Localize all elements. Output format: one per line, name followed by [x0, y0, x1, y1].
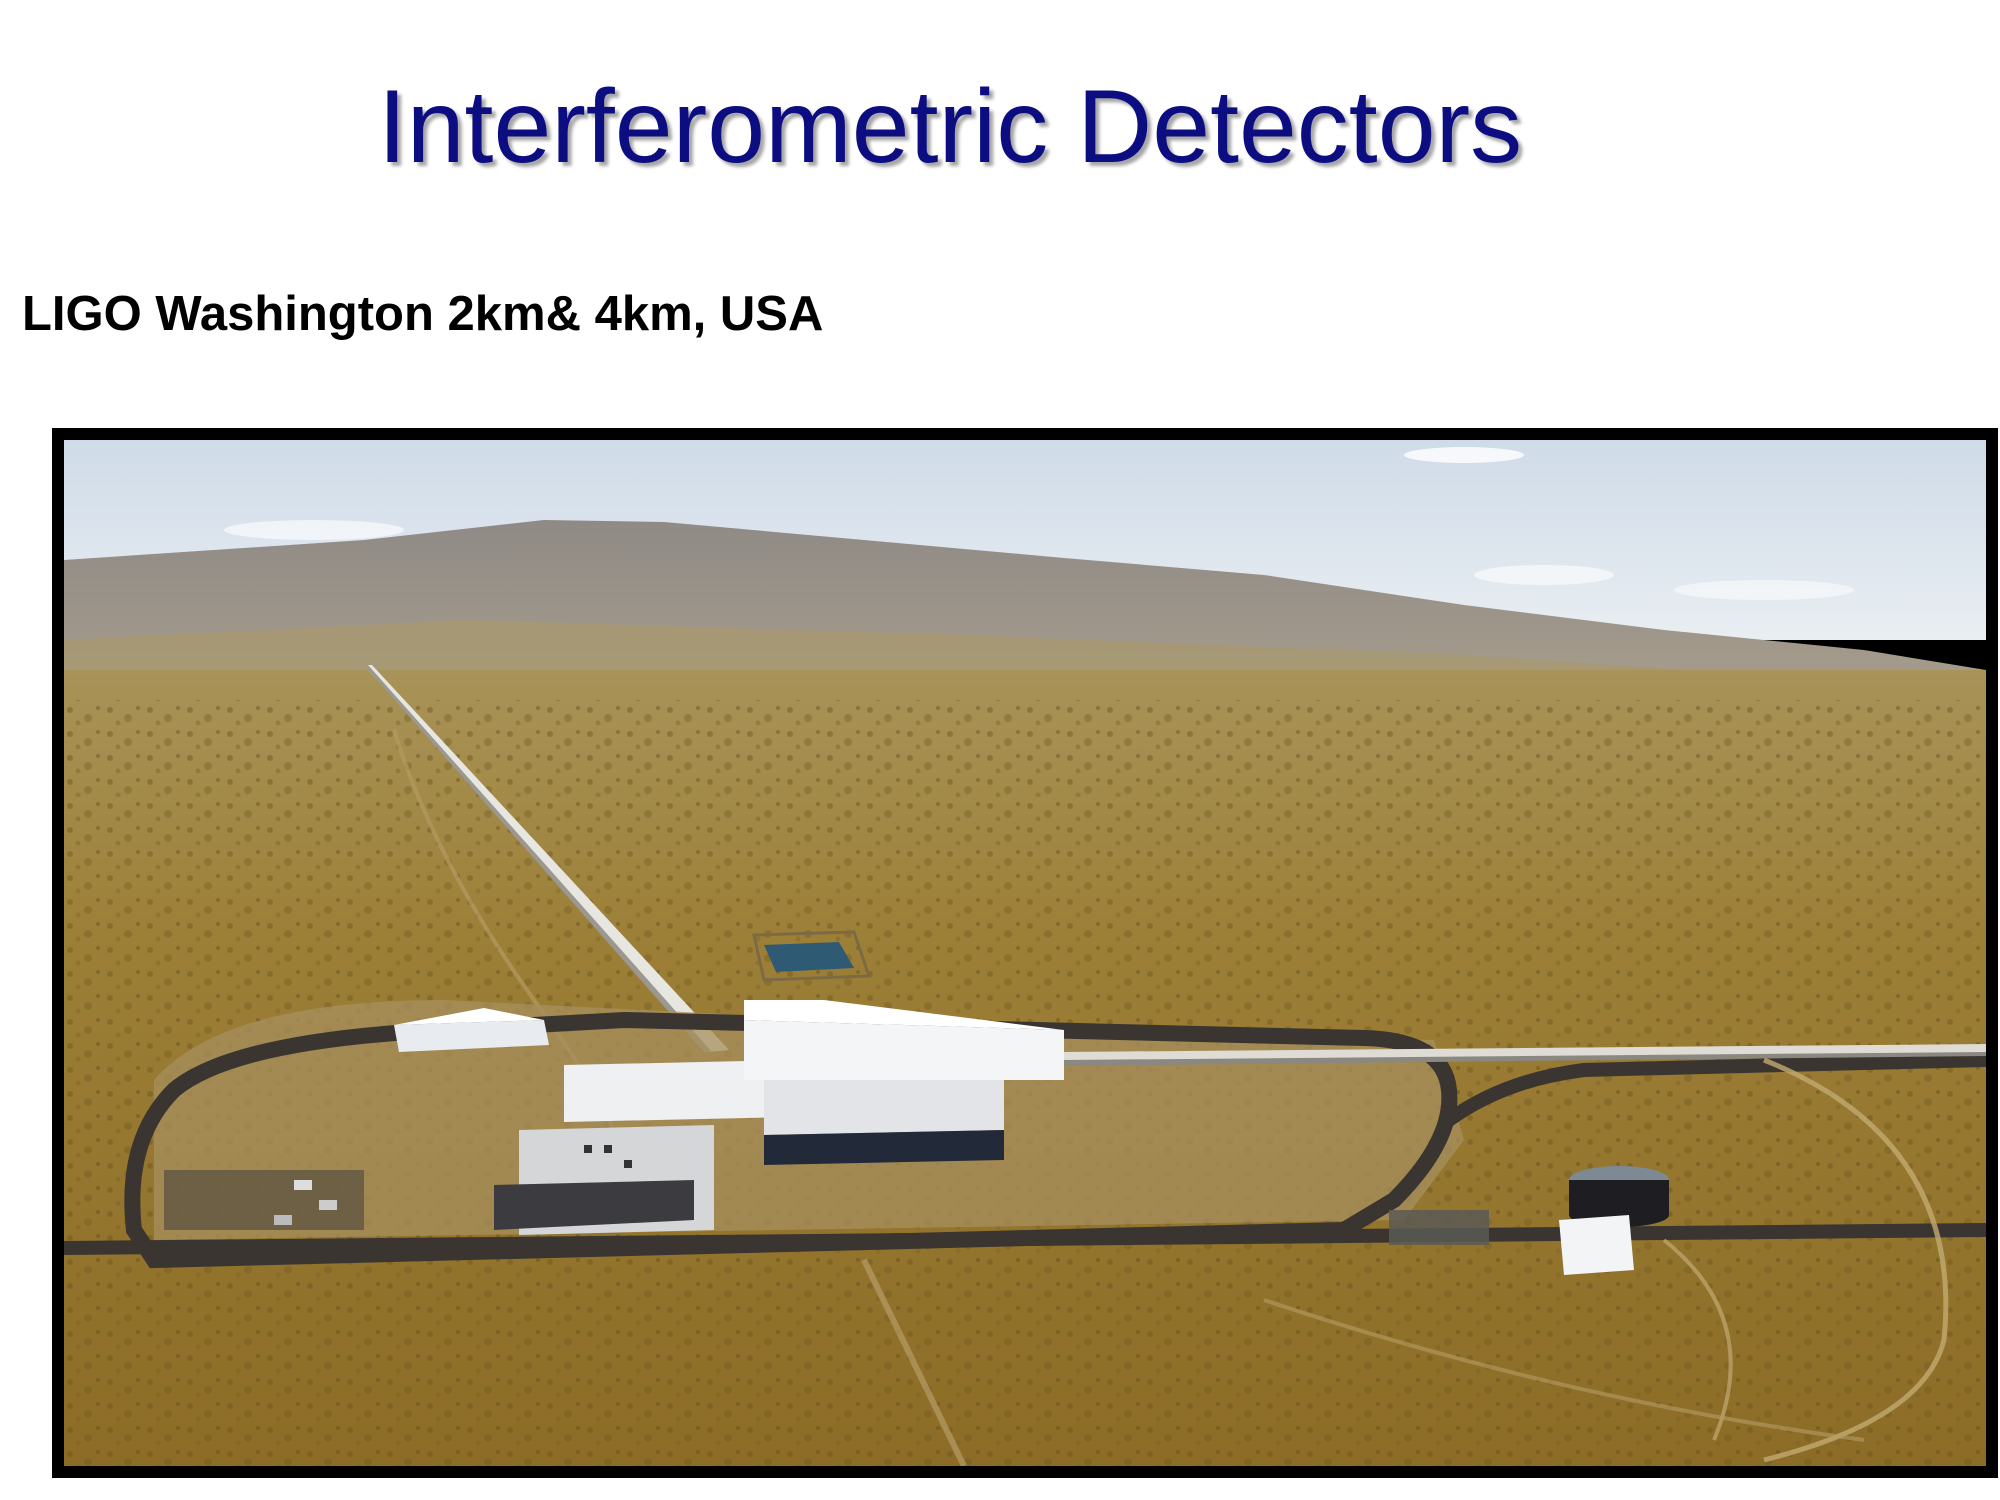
pond: [764, 942, 854, 972]
slide-title: Interferometric Detectors: [377, 69, 1523, 185]
aerial-photo-illustration: [64, 440, 1986, 1466]
ligo-aerial-photo: [52, 428, 1998, 1478]
utility-building: [1559, 1215, 1634, 1275]
slide-subtitle: LIGO Washington 2km& 4km, USA: [22, 287, 824, 341]
equipment-racks: [1389, 1210, 1489, 1245]
interferometer-arm-x: [364, 665, 729, 1052]
warehouse-building: [394, 1020, 549, 1052]
